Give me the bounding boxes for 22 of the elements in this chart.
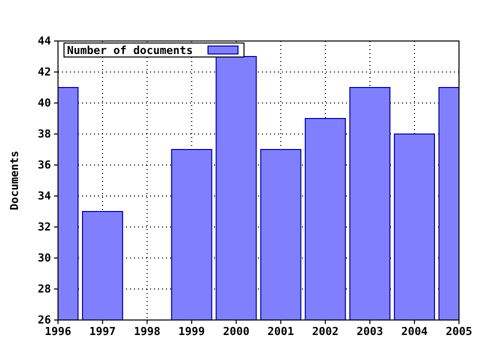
- x-tick-label: 1998: [134, 324, 160, 338]
- x-tick-label: 1999: [178, 324, 205, 338]
- y-tick-label: 26: [38, 314, 52, 327]
- legend-label: Number of documents: [67, 44, 193, 57]
- y-axis-title: Documents: [8, 150, 21, 210]
- x-tick-label: 2002: [312, 324, 339, 338]
- x-tick-label: 2000: [222, 324, 250, 338]
- y-tick-label: 38: [38, 128, 51, 141]
- x-tick-label: 2004: [401, 324, 428, 338]
- y-tick-label: 40: [38, 96, 51, 110]
- y-tick-label: 30: [38, 252, 51, 265]
- y-tick-label: 42: [38, 66, 51, 79]
- y-tick-label: 34: [38, 190, 52, 203]
- x-tick-label: 1997: [89, 324, 116, 338]
- x-tick-label: 2005: [446, 324, 472, 338]
- y-tick-label: 44: [38, 34, 52, 48]
- y-tick-label: 28: [38, 282, 51, 296]
- y-tick-label: 32: [38, 220, 51, 234]
- y-tick-label: 36: [38, 158, 52, 172]
- x-tick-label: 1996: [44, 324, 72, 338]
- x-tick-label: 2003: [356, 324, 384, 338]
- x-tick-label: 2001: [268, 324, 294, 338]
